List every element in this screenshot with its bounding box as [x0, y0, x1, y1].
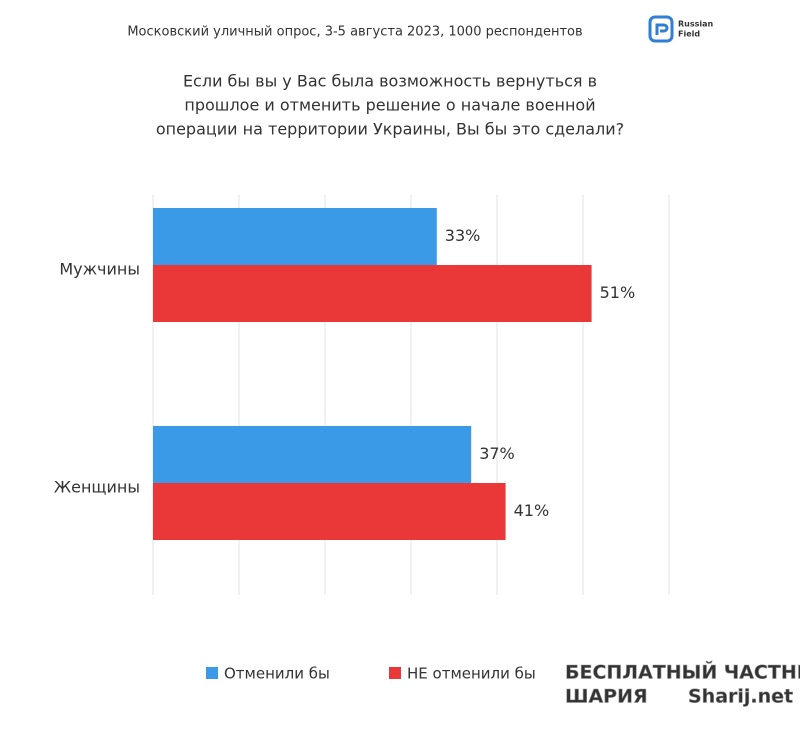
y-tick-label: Женщины	[54, 478, 140, 497]
data-label: 41%	[514, 501, 550, 520]
bar	[153, 483, 506, 540]
bar	[153, 208, 437, 265]
subtitle: Московский уличный опрос, 3-5 августа 20…	[127, 25, 582, 40]
legend-swatch	[389, 667, 401, 679]
legend-swatch	[206, 667, 218, 679]
bar	[153, 426, 472, 483]
logo: Russian Field	[648, 15, 714, 43]
watermark-text: ШАРИЯ	[565, 686, 648, 708]
bar	[153, 265, 592, 322]
watermark-text: Sharij.net	[688, 686, 793, 708]
watermark: БЕСПЛАТНЫЙ ЧАСТНЫЙ ШАРИЯ Sharij.net	[565, 660, 800, 708]
watermark-text: БЕСПЛАТНЫЙ ЧАСТНЫЙ	[565, 661, 800, 684]
logo-icon	[655, 23, 669, 35]
chart-title: прошлое и отменить решение о начале воен…	[184, 96, 595, 115]
logo-icon	[648, 15, 674, 43]
chart-title: Если бы вы у Вас была возможность вернут…	[183, 72, 597, 91]
legend-label: НЕ отменили бы	[407, 665, 536, 683]
data-label: 33%	[445, 226, 481, 245]
logo-text: Russian	[678, 20, 714, 29]
data-label: 37%	[479, 444, 515, 463]
y-tick-label: Мужчины	[59, 260, 140, 279]
legend-label: Отменили бы	[224, 665, 330, 683]
chart-title: операции на территории Украины, Вы бы эт…	[156, 120, 624, 139]
logo-text: Field	[678, 30, 700, 39]
data-label: 51%	[600, 283, 636, 302]
